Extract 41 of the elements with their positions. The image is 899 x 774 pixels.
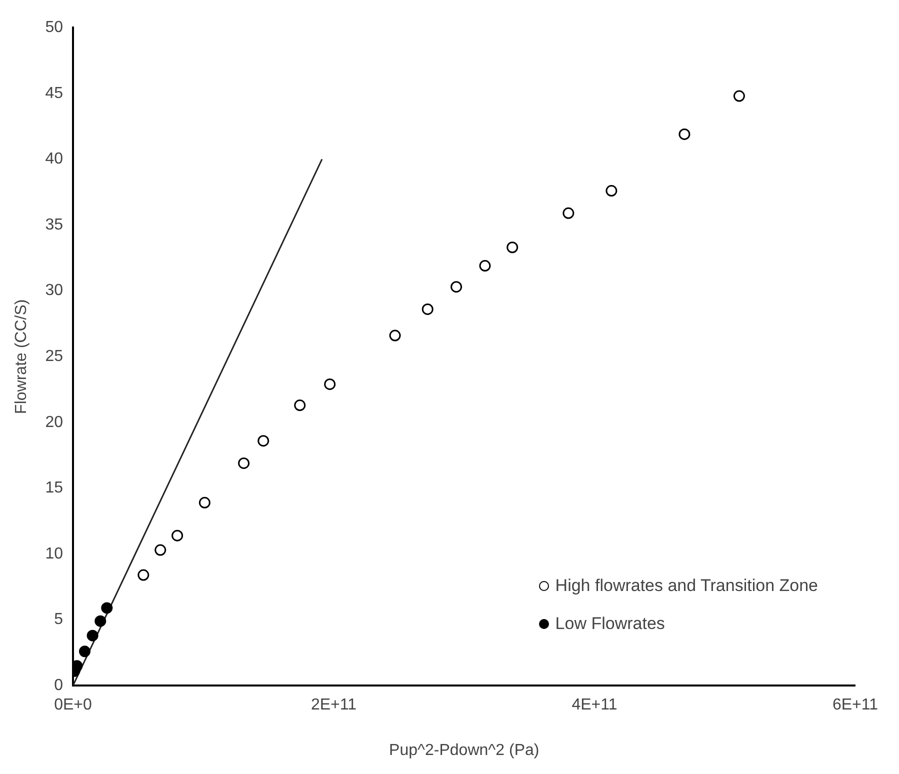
legend-label: High flowrates and Transition Zone: [555, 576, 818, 596]
point: [479, 260, 491, 272]
x-tick-label: 6E+11: [832, 696, 878, 714]
x-tick-label: 2E+11: [310, 696, 357, 714]
point: [154, 544, 166, 556]
y-tick-label: 15: [45, 480, 64, 497]
point: [198, 496, 210, 508]
y-tick-label: 0: [54, 677, 64, 694]
y-axis-title: Flowrate (CC/S): [13, 299, 30, 414]
point: [86, 630, 98, 642]
y-tick-label: 35: [45, 216, 64, 234]
point: [172, 530, 184, 542]
point: [94, 615, 106, 627]
y-tick-label: 25: [45, 348, 64, 366]
point: [78, 646, 90, 658]
y-tick-label: 30: [45, 282, 64, 300]
point: [733, 90, 745, 102]
y-tick-label: 40: [45, 150, 64, 168]
x-tick-label: 0E+0: [54, 696, 92, 714]
point: [324, 378, 336, 390]
x-tick-label: 4E+11: [572, 696, 618, 714]
point: [562, 207, 574, 219]
y-tick-label: 5: [54, 611, 64, 628]
y-tick-label: 50: [45, 19, 64, 36]
y-tick-label: 10: [45, 545, 64, 562]
point: [72, 660, 83, 672]
y-tick-label: 20: [45, 414, 64, 431]
point: [422, 303, 434, 315]
point: [138, 569, 150, 581]
point: [450, 281, 462, 293]
point: [389, 330, 401, 342]
point: [258, 435, 270, 447]
point: [294, 400, 306, 412]
x-axis-title: Pup^2-Pdown^2 (Pa): [389, 742, 540, 759]
point: [678, 128, 690, 140]
y-tick-label: 45: [45, 84, 64, 102]
point: [506, 242, 518, 254]
legend-label: Low Flowrates: [555, 614, 665, 634]
point: [101, 602, 113, 614]
point: [606, 185, 618, 197]
point: [238, 457, 250, 469]
